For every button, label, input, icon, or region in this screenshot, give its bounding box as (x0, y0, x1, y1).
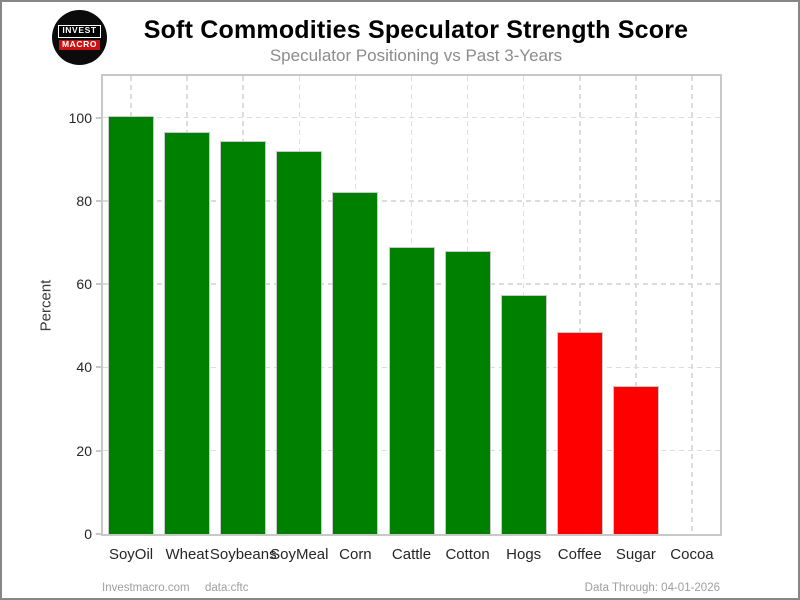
y-tick-mark-80 (96, 199, 101, 202)
x-tick-label-hogs: Hogs (506, 546, 542, 563)
y-tick-label-40: 40 (76, 359, 92, 376)
x-tick-label-cattle: Cattle (391, 546, 432, 563)
bar-cotton (444, 250, 491, 534)
bar-wheat (164, 132, 211, 534)
bar-cattle (388, 247, 435, 534)
gridline-vertical (691, 76, 693, 534)
bar-hogs (500, 295, 547, 534)
y-tick-mark-20 (96, 449, 101, 452)
logo-invest-text: INVEST (58, 24, 101, 38)
x-tick-label-soymeal: SoyMeal (270, 546, 329, 563)
chart-subtitle: Speculator Positioning vs Past 3-Years (269, 46, 563, 65)
gridline-vertical (579, 76, 581, 534)
x-tick-label-cocoa: Cocoa (670, 546, 714, 563)
y-tick-label-20: 20 (76, 442, 92, 459)
bar-soyoil (108, 116, 155, 534)
y-tick-mark-60 (96, 283, 101, 286)
chart-title: Soft Commodities Speculator Strength Sco… (143, 16, 689, 44)
plot-area (101, 74, 722, 536)
bar-corn (332, 192, 379, 534)
bar-coffee (556, 332, 603, 534)
x-tick-label-cotton: Cotton (445, 546, 490, 563)
x-tick-label-wheat: Wheat (165, 546, 209, 563)
x-tick-label-soybeans: Soybeans (209, 546, 277, 563)
footer-site: Investmacro.com (102, 582, 190, 594)
y-tick-mark-0 (96, 533, 101, 535)
x-tick-label-sugar: Sugar (615, 546, 656, 563)
y-tick-mark-40 (96, 366, 101, 369)
logo-macro-text: MACRO (58, 39, 101, 51)
y-tick-label-100: 100 (68, 109, 92, 126)
x-tick-label-coffee: Coffee (557, 546, 602, 563)
x-tick-label-soyoil: SoyOil (108, 546, 154, 563)
bar-sugar (612, 385, 659, 534)
x-tick-label-corn: Corn (339, 546, 372, 563)
investmacro-logo: INVEST MACRO (52, 10, 107, 65)
gridline-vertical (635, 76, 637, 534)
y-tick-label-60: 60 (76, 276, 92, 293)
footer-data-through: Data Through: 04-01-2026 (584, 582, 720, 594)
y-axis-label-box: Percent (14, 74, 78, 536)
y-tick-mark-100 (96, 116, 101, 119)
bar-soymeal (276, 150, 323, 534)
bar-soybeans (220, 140, 267, 534)
y-tick-label-0: 0 (84, 526, 92, 542)
footer-data-source: data:cftc (205, 582, 249, 594)
y-tick-label-80: 80 (76, 192, 92, 209)
